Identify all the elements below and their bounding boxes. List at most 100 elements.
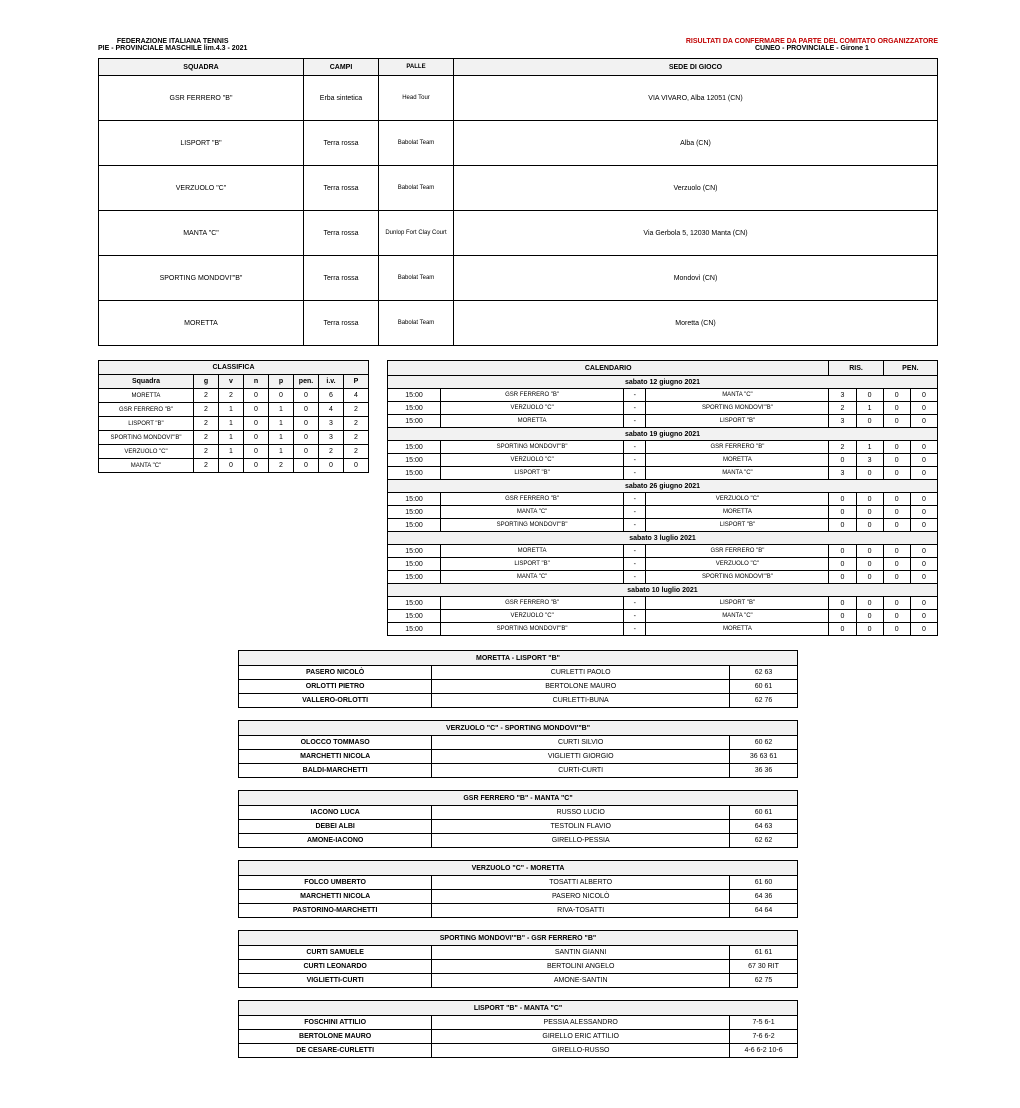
calendar-cell: 0	[829, 597, 856, 610]
calendar-cell: 0	[910, 493, 937, 506]
calendar-cell: 3	[829, 415, 856, 428]
calendar-date-row: sabato 3 luglio 2021	[388, 532, 938, 545]
calendar-cell: VERZUOLO "C"	[441, 454, 624, 467]
calendar-cell: 0	[856, 623, 883, 636]
calendar-cell: MORETTA	[646, 454, 829, 467]
calendar-date: sabato 3 luglio 2021	[388, 532, 938, 545]
calendar-cell: 0	[910, 610, 937, 623]
calendar-cell: 0	[829, 558, 856, 571]
classifica-cell: 2	[344, 431, 369, 445]
classifica-wrap: CLASSIFICA Squadragvnppen.i.v.P MORETTA2…	[98, 360, 369, 473]
calendar-cell: 0	[829, 545, 856, 558]
calendar-cell: 0	[910, 623, 937, 636]
venues-cell: SPORTING MONDOVI'"B"	[99, 256, 304, 301]
calendar-cell: 0	[829, 506, 856, 519]
venues-cell: MANTA "C"	[99, 211, 304, 256]
match-cell: BERTOLONE MAURO	[432, 680, 730, 694]
calendar-cell: MANTA "C"	[441, 571, 624, 584]
calendar-cell: SPORTING MONDOVI'"B"	[441, 441, 624, 454]
classifica-cell: MANTA "C"	[99, 459, 194, 473]
calendar-cell: 0	[856, 610, 883, 623]
calendar-cell: 0	[883, 389, 910, 402]
calendar-cell: 15:00	[388, 519, 441, 532]
calendar-cell: 15:00	[388, 506, 441, 519]
match-row: BALDI-MARCHETTICURTI-CURTI36 36	[239, 764, 798, 778]
calendar-date-row: sabato 19 giugno 2021	[388, 428, 938, 441]
calendar-cell: VERZUOLO "C"	[646, 558, 829, 571]
calendar-cell: 0	[883, 558, 910, 571]
match-cell: PASERO NICOLÒ	[239, 666, 432, 680]
calendar-cell: 0	[910, 467, 937, 480]
venues-cell: Moretta (CN)	[454, 301, 938, 346]
calendar-cell: SPORTING MONDOVI'"B"	[646, 402, 829, 415]
match-cell: SANTIN GIANNI	[432, 946, 730, 960]
match-cell: FOLCO UMBERTO	[239, 876, 432, 890]
calendar-cell: 0	[883, 467, 910, 480]
venues-cell: Terra rossa	[304, 121, 379, 166]
venues-cell: Verzuolo (CN)	[454, 166, 938, 211]
match-cell: 61 61	[730, 946, 798, 960]
match-cell: RUSSO LUCIO	[432, 806, 730, 820]
calendario-table: CALENDARIO RIS. PEN. sabato 12 giugno 20…	[387, 360, 938, 636]
classifica-col: n	[244, 375, 269, 389]
match-block: LISPORT "B" - MANTA "C"FOSCHINI ATTILIOP…	[238, 1000, 798, 1058]
classifica-cell: 1	[269, 417, 294, 431]
venues-cell: Babolat Team	[379, 166, 454, 211]
venues-cell: Via Gerbola 5, 12030 Manta (CN)	[454, 211, 938, 256]
calendario-title: CALENDARIO	[388, 361, 829, 376]
calendar-cell: -	[624, 454, 646, 467]
mid-section: CLASSIFICA Squadragvnppen.i.v.P MORETTA2…	[98, 360, 938, 636]
classifica-cell: 0	[244, 431, 269, 445]
venues-row: SPORTING MONDOVI'"B"Terra rossaBabolat T…	[99, 256, 938, 301]
match-row: IACONO LUCARUSSO LUCIO60 61	[239, 806, 798, 820]
calendar-cell: LISPORT "B"	[441, 467, 624, 480]
classifica-cell: 2	[344, 417, 369, 431]
match-cell: GIRELLO-RUSSO	[432, 1044, 730, 1058]
venues-table: SQUADRACAMPIPALLESEDE DI GIOCO GSR FERRE…	[98, 58, 938, 346]
match-row: PASTORINO-MARCHETTIRIVA-TOSATTI64 64	[239, 904, 798, 918]
venues-cell: GSR FERRERO "B"	[99, 76, 304, 121]
match-block: SPORTING MONDOVI'"B" - GSR FERRERO "B"CU…	[238, 930, 798, 988]
calendar-cell: -	[624, 389, 646, 402]
venues-cell: Erba sintetica	[304, 76, 379, 121]
calendar-cell: -	[624, 545, 646, 558]
match-cell: 62 62	[730, 834, 798, 848]
calendar-row: 15:00GSR FERRERO "B"-LISPORT "B"0000	[388, 597, 938, 610]
calendar-cell: VERZUOLO "C"	[441, 610, 624, 623]
calendar-cell: 0	[856, 493, 883, 506]
calendar-date-row: sabato 10 luglio 2021	[388, 584, 938, 597]
classifica-row: MANTA "C"2002000	[99, 459, 369, 473]
match-cell: 61 60	[730, 876, 798, 890]
match-row: BERTOLONE MAUROGIRELLO ERIC ATTILIO7-6 6…	[239, 1030, 798, 1044]
match-cell: 64 64	[730, 904, 798, 918]
classifica-col: g	[194, 375, 219, 389]
calendar-cell: 15:00	[388, 415, 441, 428]
calendar-row: 15:00GSR FERRERO "B"-VERZUOLO "C"0000	[388, 493, 938, 506]
calendar-cell: -	[624, 402, 646, 415]
classifica-row: LISPORT "B"2101032	[99, 417, 369, 431]
classifica-row: SPORTING MONDOVI'"B"2101032	[99, 431, 369, 445]
calendar-cell: 15:00	[388, 402, 441, 415]
calendar-cell: MANTA "C"	[441, 506, 624, 519]
calendar-cell: 0	[856, 519, 883, 532]
calendar-cell: 2	[829, 402, 856, 415]
match-cell: 7-5 6-1	[730, 1016, 798, 1030]
match-cell: 62 76	[730, 694, 798, 708]
match-row: CURTI SAMUELESANTIN GIANNI61 61	[239, 946, 798, 960]
calendar-cell: GSR FERRERO "B"	[646, 545, 829, 558]
match-cell: IACONO LUCA	[239, 806, 432, 820]
ris-head: RIS.	[829, 361, 883, 376]
classifica-cell: MORETTA	[99, 389, 194, 403]
calendar-cell: LISPORT "B"	[441, 558, 624, 571]
calendar-cell: 0	[829, 493, 856, 506]
classifica-cell: 2	[194, 403, 219, 417]
calendar-cell: 0	[910, 454, 937, 467]
calendar-row: 15:00MORETTA-LISPORT "B"3000	[388, 415, 938, 428]
calendar-cell: 0	[883, 519, 910, 532]
classifica-col: i.v.	[319, 375, 344, 389]
calendar-cell: 0	[856, 506, 883, 519]
header-left: FEDERAZIONE ITALIANA TENNIS PIE - PROVIN…	[98, 38, 247, 52]
match-cell: BERTOLINI ANGELO	[432, 960, 730, 974]
venues-cell: VERZUOLO "C"	[99, 166, 304, 211]
match-cell: GIRELLO ERIC ATTILIO	[432, 1030, 730, 1044]
